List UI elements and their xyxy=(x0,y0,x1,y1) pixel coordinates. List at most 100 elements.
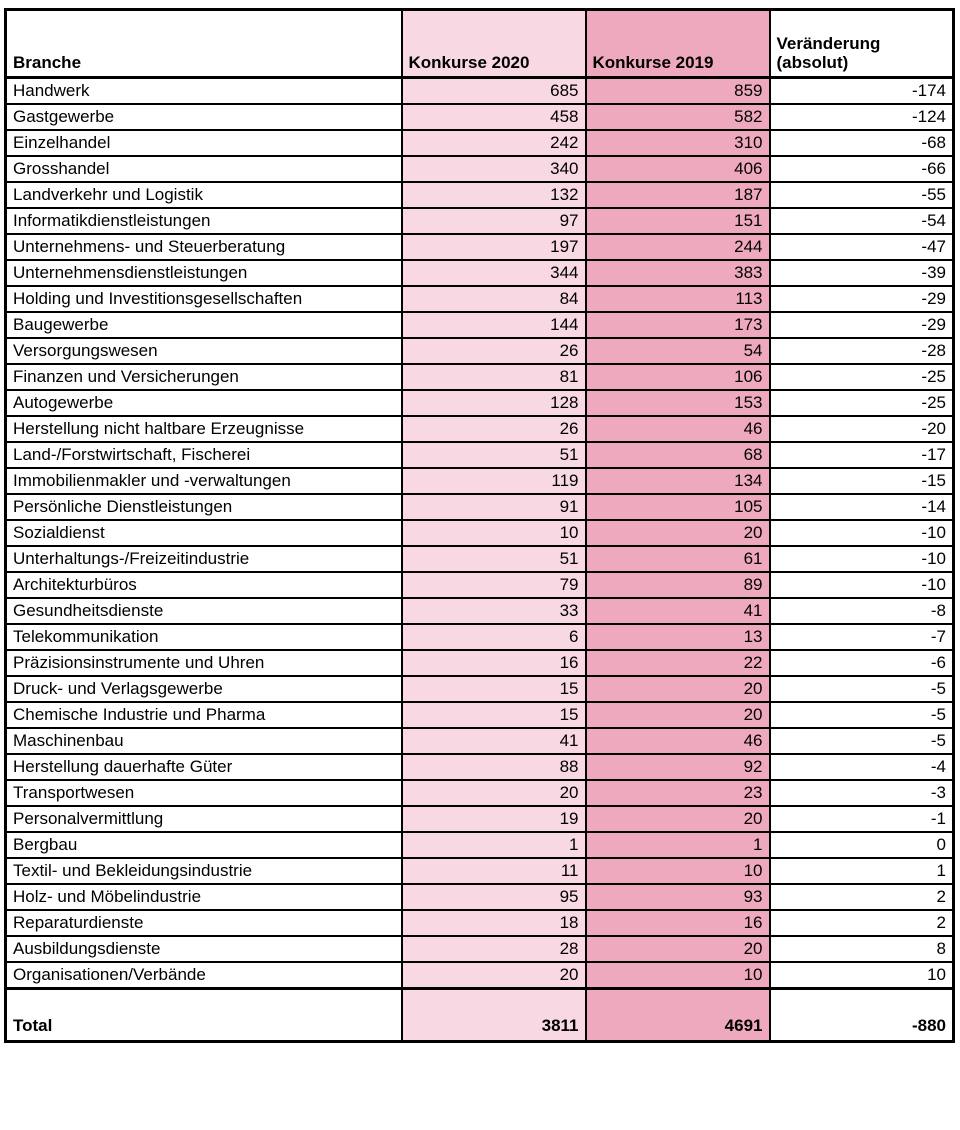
table-row: Land-/Forstwirtschaft, Fischerei 51 68 -17 xyxy=(4,441,955,469)
branche-cell: Architekturbüros xyxy=(4,571,403,599)
table-row: Chemische Industrie und Pharma 15 20 -5 xyxy=(4,701,955,729)
konkurse-2019-cell: 54 xyxy=(584,337,771,365)
veraenderung-cell: -5 xyxy=(768,701,955,729)
bankruptcy-by-industry-table: Branche Konkurse 2020 Konkurse 2019 Verä… xyxy=(4,8,955,1043)
konkurse-2019-cell: 22 xyxy=(584,649,771,677)
konkurse-2019-cell: 153 xyxy=(584,389,771,417)
table-row: Textil- und Bekleidungsindustrie 11 10 1 xyxy=(4,857,955,885)
table-row: Baugewerbe 144 173 -29 xyxy=(4,311,955,339)
veraenderung-cell: -25 xyxy=(768,389,955,417)
konkurse-2020-cell: 91 xyxy=(400,493,587,521)
table-body: Handwerk 685 859 -174 Gastgewerbe 458 582 -124 E… xyxy=(4,76,955,990)
konkurse-2019-cell: 406 xyxy=(584,155,771,183)
branche-cell: Transportwesen xyxy=(4,779,403,807)
konkurse-2020-cell: 15 xyxy=(400,675,587,703)
veraenderung-cell: -1 xyxy=(768,805,955,833)
table-row: Grosshandel 340 406 -66 xyxy=(4,155,955,183)
table-row: Unternehmensdienstleistungen 344 383 -39 xyxy=(4,259,955,287)
branche-cell: Holz- und Möbelindustrie xyxy=(4,883,403,911)
veraenderung-cell: -5 xyxy=(768,727,955,755)
konkurse-2020-cell: 6 xyxy=(400,623,587,651)
konkurse-2019-cell: 20 xyxy=(584,805,771,833)
konkurse-2019-cell: 10 xyxy=(584,961,771,990)
table-row: Handwerk 685 859 -174 xyxy=(4,76,955,105)
konkurse-2020-cell: 144 xyxy=(400,311,587,339)
header-branche: Branche xyxy=(4,8,403,79)
konkurse-2020-cell: 51 xyxy=(400,545,587,573)
branche-cell: Finanzen und Versicherungen xyxy=(4,363,403,391)
branche-cell: Holding und Investitionsgesellschaften xyxy=(4,285,403,313)
konkurse-2019-cell: 93 xyxy=(584,883,771,911)
konkurse-2020-cell: 10 xyxy=(400,519,587,547)
branche-cell: Chemische Industrie und Pharma xyxy=(4,701,403,729)
veraenderung-cell: -6 xyxy=(768,649,955,677)
konkurse-2020-cell: 81 xyxy=(400,363,587,391)
branche-cell: Textil- und Bekleidungsindustrie xyxy=(4,857,403,885)
table-row: Versorgungswesen 26 54 -28 xyxy=(4,337,955,365)
veraenderung-cell: -20 xyxy=(768,415,955,443)
veraenderung-cell: -10 xyxy=(768,519,955,547)
branche-cell: Einzelhandel xyxy=(4,129,403,157)
konkurse-2020-cell: 242 xyxy=(400,129,587,157)
konkurse-2019-cell: 89 xyxy=(584,571,771,599)
konkurse-2020-cell: 197 xyxy=(400,233,587,261)
table-header: Branche Konkurse 2020 Konkurse 2019 Verä… xyxy=(4,8,955,79)
branche-cell: Gesundheitsdienste xyxy=(4,597,403,625)
veraenderung-cell: -55 xyxy=(768,181,955,209)
table-row: Holding und Investitionsgesellschaften 84… xyxy=(4,285,955,313)
table-row: Reparaturdienste 18 16 2 xyxy=(4,909,955,937)
branche-cell: Maschinenbau xyxy=(4,727,403,755)
table-row: Gesundheitsdienste 33 41 -8 xyxy=(4,597,955,625)
konkurse-2020-cell: 28 xyxy=(400,935,587,963)
table-row: Telekommunikation 6 13 -7 xyxy=(4,623,955,651)
table-row: Ausbildungsdienste 28 20 8 xyxy=(4,935,955,963)
konkurse-2019-cell: 61 xyxy=(584,545,771,573)
veraenderung-cell: -29 xyxy=(768,285,955,313)
table-row: Finanzen und Versicherungen 81 106 -25 xyxy=(4,363,955,391)
header-row: Branche Konkurse 2020 Konkurse 2019 Verä… xyxy=(4,8,955,79)
veraenderung-cell: -47 xyxy=(768,233,955,261)
konkurse-2019-cell: 92 xyxy=(584,753,771,781)
table-row: Gastgewerbe 458 582 -124 xyxy=(4,103,955,131)
branche-cell: Bergbau xyxy=(4,831,403,859)
veraenderung-cell: -8 xyxy=(768,597,955,625)
table-row: Einzelhandel 242 310 -68 xyxy=(4,129,955,157)
veraenderung-cell: -68 xyxy=(768,129,955,157)
konkurse-2020-cell: 26 xyxy=(400,415,587,443)
veraenderung-cell: -17 xyxy=(768,441,955,469)
branche-cell: Baugewerbe xyxy=(4,311,403,339)
veraenderung-cell: -15 xyxy=(768,467,955,495)
veraenderung-cell: -25 xyxy=(768,363,955,391)
branche-cell: Herstellung nicht haltbare Erzeugnisse xyxy=(4,415,403,443)
konkurse-2020-cell: 18 xyxy=(400,909,587,937)
branche-cell: Autogewerbe xyxy=(4,389,403,417)
veraenderung-cell: -4 xyxy=(768,753,955,781)
konkurse-2019-cell: 20 xyxy=(584,935,771,963)
total-konkurse-2019: 4691 xyxy=(584,987,771,1043)
konkurse-2019-cell: 1 xyxy=(584,831,771,859)
veraenderung-cell: 0 xyxy=(768,831,955,859)
veraenderung-cell: -5 xyxy=(768,675,955,703)
konkurse-2019-cell: 113 xyxy=(584,285,771,313)
branche-cell: Grosshandel xyxy=(4,155,403,183)
branche-cell: Land-/Forstwirtschaft, Fischerei xyxy=(4,441,403,469)
total-label: Total xyxy=(4,987,403,1043)
branche-cell: Unternehmensdienstleistungen xyxy=(4,259,403,287)
veraenderung-cell: -174 xyxy=(768,76,955,105)
table-row: Sozialdienst 10 20 -10 xyxy=(4,519,955,547)
veraenderung-cell: 1 xyxy=(768,857,955,885)
konkurse-2019-cell: 187 xyxy=(584,181,771,209)
veraenderung-cell: -10 xyxy=(768,545,955,573)
veraenderung-cell: -7 xyxy=(768,623,955,651)
branche-cell: Telekommunikation xyxy=(4,623,403,651)
veraenderung-cell: -66 xyxy=(768,155,955,183)
konkurse-2019-cell: 41 xyxy=(584,597,771,625)
branche-cell: Reparaturdienste xyxy=(4,909,403,937)
table-row: Persönliche Dienstleistungen 91 105 -14 xyxy=(4,493,955,521)
konkurse-2020-cell: 79 xyxy=(400,571,587,599)
konkurse-2020-cell: 88 xyxy=(400,753,587,781)
konkurse-2019-cell: 859 xyxy=(584,76,771,105)
konkurse-2019-cell: 310 xyxy=(584,129,771,157)
header-veraenderung: Veränderung (absolut) xyxy=(768,8,955,79)
table-row: Transportwesen 20 23 -3 xyxy=(4,779,955,807)
